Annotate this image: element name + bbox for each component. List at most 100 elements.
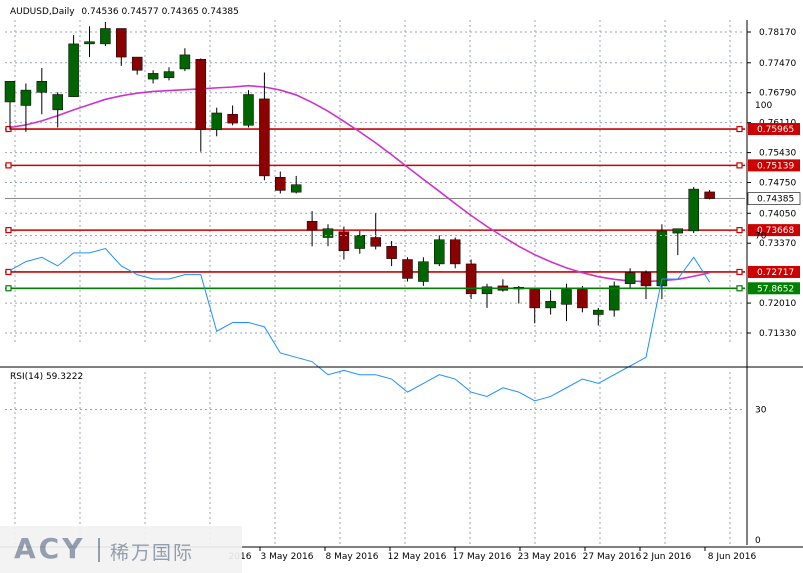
candle-body xyxy=(52,94,63,111)
watermark-logo: ACY 稀万国际 xyxy=(0,526,242,573)
price-tick-label: 0.73370 xyxy=(759,239,796,249)
horizontal-lines xyxy=(5,125,745,276)
price-tick-label: 0.76790 xyxy=(759,89,796,99)
line-anchor xyxy=(5,125,12,133)
rsi-tick-label: 0 xyxy=(755,536,761,546)
candle-body xyxy=(402,259,413,279)
logo-separator xyxy=(98,538,100,562)
candles xyxy=(4,21,715,326)
rsi-tick-label: 30 xyxy=(755,406,767,416)
rsi-tick-label: 70 xyxy=(755,232,767,242)
candle-body xyxy=(227,114,238,124)
line-anchor xyxy=(736,125,743,133)
rsi-panel xyxy=(5,235,745,410)
candle-body xyxy=(656,230,668,287)
candle-body xyxy=(338,231,350,251)
candle-body xyxy=(386,246,397,259)
candle-body xyxy=(290,184,302,193)
price-tick-label: 0.78170 xyxy=(759,28,796,38)
level-price-label: 0.75139 xyxy=(757,161,794,171)
candle-body xyxy=(116,28,127,58)
price-tick-label: 0.77470 xyxy=(759,59,796,69)
line-anchor xyxy=(5,227,12,234)
candle-body xyxy=(36,81,48,93)
rsi-line xyxy=(9,247,711,402)
line-anchor xyxy=(5,162,12,169)
candle-body xyxy=(561,289,572,305)
candle-body xyxy=(545,301,556,309)
candle-body xyxy=(449,239,461,265)
rsi-label: RSI(14) 59.3222 xyxy=(10,372,83,382)
candle-body xyxy=(529,289,540,309)
candle-body xyxy=(211,112,222,130)
candle-body xyxy=(354,235,366,249)
candle-body xyxy=(68,43,79,97)
candle-body xyxy=(481,286,493,295)
candle-body xyxy=(608,285,620,311)
chart-title: AUDUSD,Daily 0.74536 0.74577 0.74365 0.7… xyxy=(10,7,239,17)
price-tick-label: 0.74750 xyxy=(759,179,796,189)
date-tick-label: 8 May 2016 xyxy=(326,552,379,562)
candle-body xyxy=(163,71,175,79)
price-tick-label: 0.72010 xyxy=(759,299,796,309)
line-anchor xyxy=(736,268,743,276)
candle-body xyxy=(100,28,111,45)
date-tick-label: 12 May 2016 xyxy=(388,552,447,562)
candle-body xyxy=(688,188,699,232)
candle-body xyxy=(704,191,715,199)
line-anchor xyxy=(736,285,743,292)
candle-body xyxy=(306,220,318,231)
date-tick-label: 8 Jun 2016 xyxy=(708,552,757,562)
date-tick-label: 27 May 2016 xyxy=(583,552,642,562)
price-tick-label: 0.71330 xyxy=(759,329,796,339)
level-price-tag xyxy=(748,265,800,278)
candle-body xyxy=(593,309,604,315)
candle-body xyxy=(418,261,429,282)
line-anchor xyxy=(736,162,743,169)
moving-average xyxy=(9,84,710,283)
candle-body xyxy=(4,81,16,103)
candle-body xyxy=(259,98,270,177)
line-anchor xyxy=(5,285,12,292)
ohlc-values: 0.74536 0.74577 0.74365 0.74385 xyxy=(81,7,238,17)
date-tick-label: 3 May 2016 xyxy=(261,552,314,562)
level-price-tag xyxy=(748,123,800,136)
candle-body xyxy=(465,263,477,295)
candle-body xyxy=(370,237,381,247)
current-price-label: 0.74385 xyxy=(757,195,794,205)
candle-body xyxy=(275,176,286,191)
level-price-tag xyxy=(748,159,800,172)
brand-logo-text: ACY xyxy=(14,532,86,565)
level-price-tag xyxy=(748,224,800,237)
level-price-label: 0.75965 xyxy=(757,125,794,135)
rsi-level-label: 57.8652 xyxy=(757,284,794,294)
candle-body xyxy=(195,59,207,130)
current-price-tag xyxy=(747,192,801,205)
candle-body xyxy=(672,228,684,234)
level-price-label: 0.72717 xyxy=(757,268,794,278)
candle-body xyxy=(577,289,588,309)
date-tick-label: 23 May 2016 xyxy=(518,552,577,562)
candle-body xyxy=(434,239,445,265)
candle-body xyxy=(20,89,32,106)
symbol-label: AUDUSD,Daily xyxy=(10,7,75,17)
axes: 0.781700.774700.767900.761100.754300.747… xyxy=(0,20,803,562)
date-tick-label: 17 May 2016 xyxy=(453,552,512,562)
candle-body xyxy=(84,41,95,45)
candle-body xyxy=(179,54,191,70)
candle-body xyxy=(131,56,143,71)
brand-chinese-text: 稀万国际 xyxy=(110,542,195,564)
candle-body xyxy=(243,94,254,126)
line-anchor xyxy=(5,268,12,276)
price-tick-label: 0.75430 xyxy=(759,149,796,159)
level-price-label: 0.73668 xyxy=(757,226,794,236)
rsi-tick-label: 100 xyxy=(755,101,772,111)
candle-body xyxy=(322,228,334,238)
rsi-level-tag xyxy=(748,282,800,295)
line-anchor xyxy=(736,227,743,234)
candle-body xyxy=(640,272,652,287)
candle-body xyxy=(624,272,636,284)
candle-body xyxy=(147,73,159,80)
ma-line xyxy=(9,84,710,283)
